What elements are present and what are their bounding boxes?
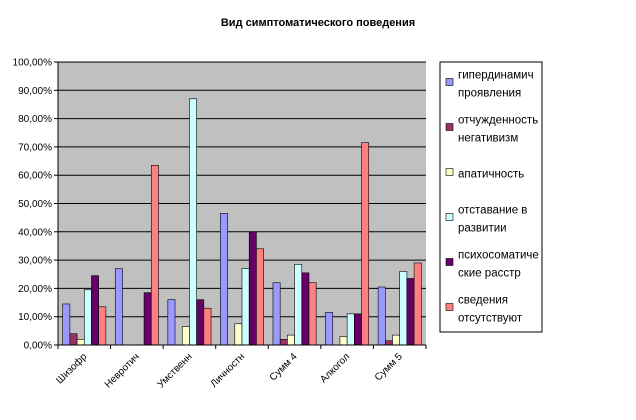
legend-label: гипердинамич проявления: [458, 70, 534, 100]
x-tick-label: Шизофр: [54, 350, 90, 386]
bar: [339, 336, 348, 346]
y-tick-label: 20,00%: [18, 284, 52, 295]
bar: [234, 323, 243, 346]
x-tick-label: Невротич: [103, 351, 142, 390]
bar: [399, 271, 408, 346]
legend-label: психосоматиче ские расстр: [458, 250, 539, 280]
bar: [150, 164, 159, 346]
legend-swatch: [445, 123, 454, 131]
bar: [346, 313, 355, 346]
y-tick-label: 0,00%: [24, 341, 52, 352]
bar: [272, 282, 281, 346]
y-tick-label: 90,00%: [18, 86, 52, 97]
plot-area: 0,00% 10,00% 20,00% 30,00% 40,00% 50,00% 60,00…: [13, 58, 427, 390]
bar: [220, 213, 228, 346]
bar: [241, 268, 250, 346]
chart-title: Вид симптоматического поведения: [221, 17, 415, 29]
y-tick-label: 70,00%: [18, 142, 52, 153]
legend-label: отчужденность негативизм: [458, 115, 538, 145]
legend: гипердинамич проявления отчужденность негат…: [439, 61, 543, 333]
y-tick-label: 10,00%: [18, 312, 52, 323]
bar: [279, 339, 288, 346]
x-tick-label: Личностн: [209, 351, 248, 390]
bar: [392, 334, 401, 346]
legend-label: отставание в развитии: [458, 205, 527, 235]
y-tick-label: 30,00%: [18, 256, 52, 267]
y-tick-label: 80,00%: [18, 114, 52, 125]
bar: [361, 142, 370, 346]
bar: [189, 98, 197, 346]
bar: [406, 278, 415, 346]
bar: [181, 326, 190, 346]
bar: [294, 264, 303, 346]
y-tick-label: 100,00%: [13, 58, 53, 69]
y-tick-label: 50,00%: [18, 199, 52, 210]
bar: [76, 339, 85, 346]
legend-box: [439, 61, 543, 333]
bar: [256, 248, 264, 346]
legend-label: сведения отсутствуют: [458, 295, 523, 325]
bar: [98, 306, 107, 346]
legend-swatch: [445, 303, 454, 311]
legend-swatch: [445, 78, 454, 86]
y-tick-label: 60,00%: [18, 171, 52, 182]
x-tick-label: Сумм 4: [268, 351, 300, 383]
legend-label: апатичность: [458, 169, 524, 181]
bar: [377, 286, 386, 346]
legend-swatch: [445, 258, 454, 266]
legend-swatch: [445, 168, 454, 176]
bar: [69, 333, 78, 346]
bar: [308, 282, 317, 346]
bar: [114, 268, 123, 346]
bar: [325, 312, 334, 346]
bar: [301, 272, 310, 346]
x-tick-label: Умственн: [156, 351, 195, 390]
bar: [83, 289, 92, 346]
legend-swatch: [445, 213, 454, 221]
bar: [248, 231, 257, 346]
bar: [354, 313, 362, 346]
bar: [196, 299, 205, 346]
y-tick-label: 40,00%: [18, 227, 52, 238]
x-tick-label: Алкогол: [318, 351, 352, 385]
bar: [413, 262, 422, 346]
bar: [167, 299, 176, 346]
bar: [62, 303, 71, 346]
bar: [385, 340, 393, 346]
bar: [91, 275, 99, 346]
bar: [287, 334, 295, 346]
x-tick-label: Сумм 5: [373, 351, 405, 383]
bar: [203, 307, 212, 346]
bar: [143, 292, 152, 346]
